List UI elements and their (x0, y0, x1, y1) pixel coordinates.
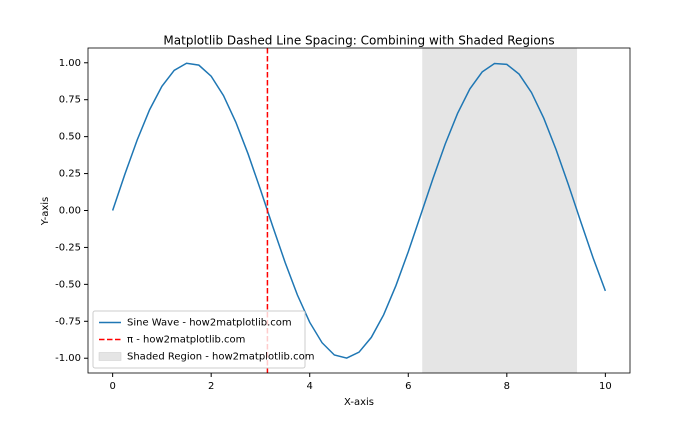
y-tick-label: -0.50 (55, 279, 81, 290)
y-axis-label: Y-axis (40, 197, 51, 227)
x-tick-label: 4 (307, 381, 313, 392)
sine-line (111, 62, 607, 359)
y-tick-label: -0.25 (55, 242, 81, 253)
y-tick-label: 0.25 (59, 169, 81, 180)
x-tick-label: 8 (504, 381, 510, 392)
x-tick-label: 2 (208, 381, 214, 392)
y-tick-label: 1.00 (59, 58, 81, 69)
y-tick-label: -0.75 (55, 316, 81, 327)
legend-swatch (98, 352, 122, 361)
legend-label: Shaded Region - how2matplotlib.com (127, 352, 314, 363)
x-tick-label: 6 (405, 381, 411, 392)
shaded-region (422, 48, 578, 373)
y-tick-label: 0.00 (59, 206, 81, 217)
legend-label: π - how2matplotlib.com (127, 335, 245, 346)
x-tick-label: 0 (109, 381, 115, 392)
legend-box (92, 310, 306, 369)
chart-title: Matplotlib Dashed Line Spacing: Combinin… (163, 34, 554, 48)
y-tick-label: -1.00 (55, 353, 81, 364)
legend-label: Sine Wave - how2matplotlib.com (127, 318, 292, 329)
y-tick-label: 0.75 (59, 95, 81, 106)
x-tick-label: 10 (599, 381, 612, 392)
y-tick-label: 0.50 (59, 132, 81, 143)
x-axis-label: X-axis (344, 397, 374, 408)
